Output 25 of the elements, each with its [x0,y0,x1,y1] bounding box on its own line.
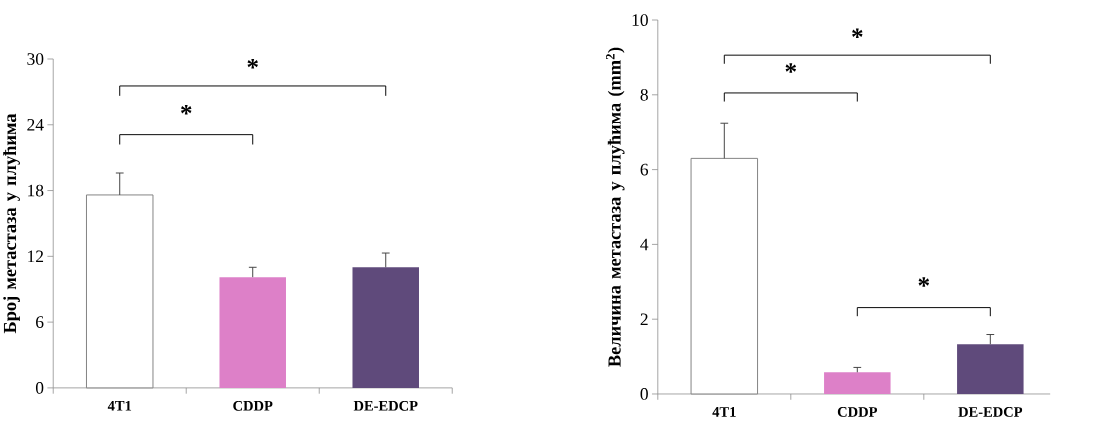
y-tick-label: 18 [28,184,44,197]
y-tick-label: 30 [27,53,44,66]
x-tick-label: CDDP [233,401,273,411]
x-tick-label: DE-EDCP [353,401,418,411]
annotation: * [180,105,192,115]
y-axis-title: Број метастаза у плућима [3,113,20,334]
y-tick-label: 8 [640,89,648,101]
y-tick-label: 6 [36,316,44,329]
annotation: * [785,63,797,74]
annotation: * [852,28,863,39]
y-tick-label: 12 [28,250,44,263]
x-tick-label: DE-EDCP [958,407,1023,418]
y-tick-label: 2 [640,313,648,326]
y-axis-title: Величина метастаза у плућима (mm$^{2}$) [605,47,625,368]
annotation: * [918,277,930,287]
x-tick-label: CDDP [837,407,878,418]
annotation: * [247,59,258,69]
y-tick-label: 24 [27,119,44,131]
y-tick-label: 4 [640,238,649,251]
y-tick-label: 10 [632,14,648,27]
x-tick-label: 4T1 [712,407,736,417]
y-tick-label: 0 [640,388,648,401]
x-tick-label: 4T1 [107,401,132,411]
y-tick-label: 6 [640,163,649,176]
y-tick-label: 0 [35,382,44,394]
